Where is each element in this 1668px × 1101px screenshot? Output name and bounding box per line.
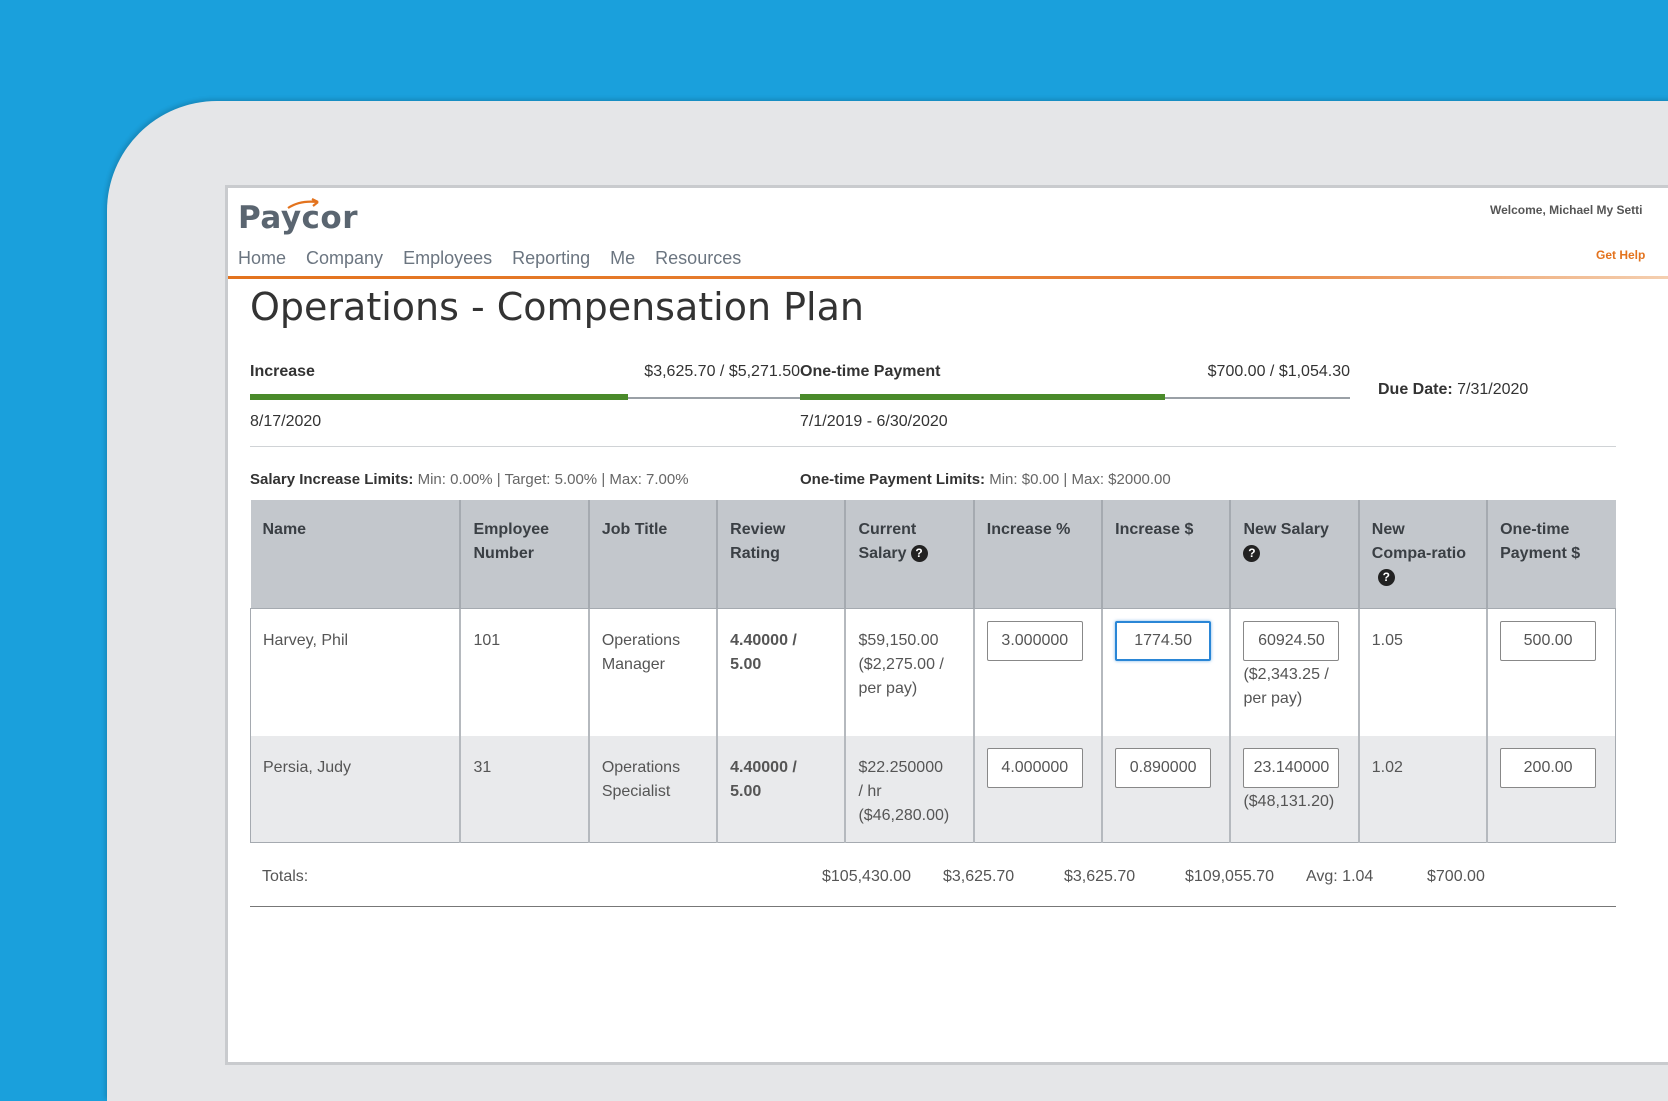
increase-dollar-cell [1101, 608, 1231, 736]
increase-pct-cell [972, 736, 1103, 843]
review-rating-link[interactable]: 4.40000 /5.00 [716, 736, 846, 843]
new-salary-annual: ($48,131.20) [1243, 793, 1335, 810]
one-time-payment-limits: One-time Payment Limits: Min: $0.00 | Ma… [800, 471, 1171, 488]
total-current-salary: $105,430.00 [822, 868, 911, 885]
employee-number: 101 [459, 608, 589, 736]
new-salary-input[interactable] [1243, 621, 1340, 661]
one-time-cell [1486, 736, 1616, 843]
one-time-cell [1486, 608, 1616, 736]
col-new-compa-ratio[interactable]: New Compa-ratio? [1357, 500, 1488, 609]
nav-resources[interactable]: Resources [655, 248, 742, 268]
col-name[interactable]: Name [250, 500, 461, 609]
one-time-payment-input[interactable] [1500, 748, 1597, 788]
totals-divider [250, 906, 1616, 907]
col-job-title[interactable]: Job Title [587, 500, 718, 609]
review-rating-link[interactable]: 4.40000 /5.00 [716, 608, 846, 736]
compa-ratio: 1.05 [1357, 608, 1488, 736]
table-row: Persia, Judy 31 Operations Specialist 4.4… [250, 736, 1616, 843]
one-time-payment-input[interactable] [1500, 621, 1597, 661]
increase-pct-cell [972, 608, 1103, 736]
one-time-progress-track [800, 394, 1350, 400]
increase-pct-input[interactable] [986, 621, 1083, 661]
increase-progress-fill [250, 394, 629, 400]
col-one-time-payment[interactable]: One-time Payment $ [1486, 500, 1616, 609]
help-icon[interactable]: ? [910, 545, 928, 563]
current-salary: $22.250000/ hr ($46,280.00) [844, 736, 974, 843]
due-date-value: 7/31/2020 [1457, 381, 1529, 398]
increase-progress-track [250, 394, 800, 400]
increase-pct-input[interactable] [986, 748, 1083, 788]
col-employee-number[interactable]: Employee Number [459, 500, 589, 609]
increase-dollar-cell [1101, 736, 1231, 843]
due-date-label: Due Date: [1378, 381, 1453, 398]
nav-company[interactable]: Company [306, 248, 384, 268]
header-divider [228, 276, 1668, 279]
salary-limits-label: Salary Increase Limits: [250, 471, 414, 488]
one-time-budget-label: One-time Payment [800, 363, 941, 380]
new-salary-per-pay: ($2,343.25 / [1243, 666, 1329, 683]
new-salary-input[interactable] [1243, 748, 1340, 788]
get-help-link[interactable]: Get Help [1596, 248, 1646, 262]
employee-name: Persia, Judy [250, 736, 461, 843]
total-one-time-payment: $700.00 [1427, 868, 1485, 885]
app-window: Paycor Home Company Employees Reporting … [225, 185, 1668, 1065]
table-header-row: Name Employee Number Job Title Review Rati… [250, 500, 1616, 609]
main-nav: Home Company Employees Reporting Me Reso… [238, 248, 741, 269]
paycor-logo[interactable]: Paycor [238, 200, 359, 236]
total-increase-pct: $3,625.70 [943, 868, 1015, 885]
col-new-salary[interactable]: New Salary? [1229, 500, 1359, 609]
totals-label: Totals: [262, 868, 309, 885]
nav-me[interactable]: Me [610, 248, 636, 268]
one-time-budget-amount: $700.00 / $1,054.30 [1207, 363, 1350, 380]
total-increase-dollar: $3,625.70 [1064, 868, 1136, 885]
increase-dollar-input[interactable] [1115, 621, 1212, 661]
table-row: Harvey, Phil 101 Operations Manager 4.400… [250, 608, 1616, 736]
job-title: Operations Manager [587, 608, 718, 736]
divider [250, 446, 1616, 447]
onetime-limits-label: One-time Payment Limits: [800, 471, 986, 488]
employee-name: Harvey, Phil [250, 608, 461, 736]
logo-swoosh-icon [287, 198, 319, 209]
welcome-settings[interactable]: Welcome, Michael My Setti [1490, 203, 1643, 217]
increase-budget-amount: $3,625.70 / $5,271.50 [644, 363, 800, 380]
nav-home[interactable]: Home [238, 248, 287, 268]
onetime-limits-values: Min: $0.00 | Max: $2000.00 [989, 471, 1171, 488]
one-time-progress-fill [800, 394, 1166, 400]
total-new-salary: $109,055.70 [1185, 868, 1274, 885]
job-title: Operations Specialist [587, 736, 718, 843]
col-current-salary[interactable]: Current Salary? [844, 500, 974, 609]
new-salary-cell: ($48,131.20) [1229, 736, 1359, 843]
increase-budget-date: 8/17/2020 [250, 413, 322, 430]
average-compa-ratio: Avg: 1.04 [1306, 868, 1374, 885]
salary-increase-limits: Salary Increase Limits: Min: 0.00% | Tar… [250, 471, 689, 488]
col-review-rating[interactable]: Review Rating [716, 500, 846, 609]
compensation-table: Name Employee Number Job Title Review Rati… [250, 500, 1616, 843]
due-date: Due Date: 7/31/2020 [1378, 381, 1528, 399]
increase-budget-label: Increase [250, 363, 315, 380]
compa-ratio: 1.02 [1357, 736, 1488, 843]
employee-number: 31 [459, 736, 589, 843]
help-icon[interactable]: ? [1377, 569, 1395, 587]
nav-employees[interactable]: Employees [403, 248, 493, 268]
help-icon[interactable]: ? [1243, 545, 1261, 563]
one-time-budget-date: 7/1/2019 - 6/30/2020 [800, 413, 948, 430]
increase-dollar-input[interactable] [1115, 748, 1212, 788]
nav-reporting[interactable]: Reporting [512, 248, 591, 268]
col-increase-pct[interactable]: Increase % [972, 500, 1103, 609]
page-title: Operations - Compensation Plan [250, 285, 864, 329]
current-salary: $59,150.00 ($2,275.00 /per pay) [844, 608, 974, 736]
salary-limits-values: Min: 0.00% | Target: 5.00% | Max: 7.00% [417, 471, 689, 488]
col-increase-dollar[interactable]: Increase $ [1101, 500, 1231, 609]
new-salary-cell: ($2,343.25 /per pay) [1229, 608, 1359, 736]
